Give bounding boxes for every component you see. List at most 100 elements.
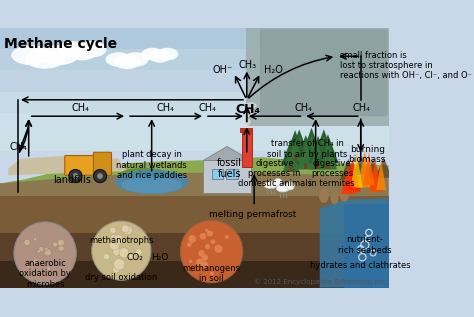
FancyBboxPatch shape — [0, 134, 389, 151]
Polygon shape — [286, 130, 304, 155]
Polygon shape — [295, 135, 317, 163]
Ellipse shape — [330, 192, 338, 204]
Polygon shape — [281, 139, 301, 165]
FancyBboxPatch shape — [0, 70, 389, 93]
Polygon shape — [376, 160, 386, 190]
Polygon shape — [288, 137, 303, 161]
FancyBboxPatch shape — [0, 113, 389, 135]
Circle shape — [111, 235, 116, 240]
Polygon shape — [353, 155, 369, 175]
Polygon shape — [317, 134, 338, 163]
Polygon shape — [365, 159, 381, 179]
Circle shape — [93, 170, 107, 183]
Polygon shape — [0, 157, 389, 288]
Text: plant decay in
natural wetlands
and rice paddies: plant decay in natural wetlands and rice… — [116, 151, 187, 180]
Polygon shape — [8, 155, 127, 175]
Circle shape — [187, 242, 191, 247]
Polygon shape — [375, 157, 392, 178]
FancyBboxPatch shape — [240, 128, 253, 133]
Circle shape — [198, 250, 205, 257]
FancyBboxPatch shape — [260, 29, 388, 116]
Ellipse shape — [149, 50, 171, 63]
FancyBboxPatch shape — [0, 92, 389, 114]
Circle shape — [57, 239, 64, 246]
Circle shape — [27, 265, 30, 268]
Circle shape — [69, 170, 82, 183]
Circle shape — [123, 226, 132, 235]
Text: dry soil oxidation: dry soil oxidation — [85, 273, 157, 282]
Circle shape — [113, 235, 123, 245]
Ellipse shape — [141, 48, 164, 60]
Ellipse shape — [77, 41, 107, 57]
FancyBboxPatch shape — [317, 163, 320, 170]
Circle shape — [210, 239, 215, 244]
Polygon shape — [350, 153, 363, 188]
Ellipse shape — [114, 55, 140, 69]
FancyBboxPatch shape — [290, 165, 292, 172]
Circle shape — [210, 272, 214, 275]
Ellipse shape — [67, 44, 97, 60]
Polygon shape — [0, 172, 389, 288]
Ellipse shape — [276, 184, 290, 192]
Circle shape — [188, 235, 196, 243]
FancyBboxPatch shape — [226, 169, 238, 178]
Circle shape — [286, 182, 294, 190]
Circle shape — [214, 245, 222, 253]
Text: anaerobic
oxidation by
microbes: anaerobic oxidation by microbes — [19, 259, 71, 288]
Polygon shape — [341, 165, 356, 194]
Text: methanotrophs: methanotrophs — [89, 236, 154, 245]
Polygon shape — [344, 159, 361, 191]
Polygon shape — [357, 151, 372, 188]
FancyBboxPatch shape — [293, 155, 297, 161]
Text: Methane cycle: Methane cycle — [4, 37, 117, 51]
Ellipse shape — [115, 170, 189, 194]
FancyBboxPatch shape — [65, 156, 108, 175]
Ellipse shape — [244, 110, 254, 117]
Polygon shape — [312, 129, 335, 160]
Ellipse shape — [25, 49, 65, 69]
Text: CH₄: CH₄ — [9, 141, 27, 152]
Circle shape — [53, 242, 58, 247]
Ellipse shape — [340, 188, 349, 202]
Circle shape — [109, 240, 119, 250]
Circle shape — [114, 259, 125, 270]
Ellipse shape — [245, 102, 256, 109]
Circle shape — [33, 259, 38, 264]
Ellipse shape — [119, 168, 168, 183]
FancyBboxPatch shape — [242, 130, 252, 167]
FancyBboxPatch shape — [203, 160, 251, 193]
Ellipse shape — [106, 52, 131, 67]
FancyBboxPatch shape — [322, 160, 326, 167]
Circle shape — [121, 225, 129, 233]
FancyBboxPatch shape — [310, 157, 313, 164]
Circle shape — [113, 266, 120, 273]
Circle shape — [205, 229, 209, 232]
Text: digestive
processes
in termites: digestive processes in termites — [309, 159, 355, 189]
Circle shape — [37, 250, 40, 253]
Text: hydrates and clathrates: hydrates and clathrates — [310, 261, 411, 270]
Circle shape — [201, 254, 208, 261]
Polygon shape — [290, 136, 309, 167]
Polygon shape — [369, 160, 382, 191]
Circle shape — [47, 266, 51, 270]
Polygon shape — [283, 146, 300, 172]
Circle shape — [119, 248, 129, 258]
Circle shape — [201, 262, 208, 268]
Polygon shape — [314, 136, 334, 167]
Circle shape — [33, 237, 37, 241]
Text: H₂O: H₂O — [264, 65, 283, 75]
Ellipse shape — [57, 41, 87, 57]
Circle shape — [274, 178, 282, 187]
Text: transfer of CH₄ in
soil to air by plants: transfer of CH₄ in soil to air by plants — [267, 139, 347, 159]
Ellipse shape — [319, 188, 329, 203]
Circle shape — [205, 244, 210, 249]
Ellipse shape — [123, 52, 149, 67]
Circle shape — [128, 252, 135, 260]
Text: CH₄: CH₄ — [235, 103, 260, 116]
Circle shape — [45, 247, 48, 251]
FancyBboxPatch shape — [326, 163, 329, 170]
Text: fossil
fuels: fossil fuels — [217, 158, 242, 179]
FancyBboxPatch shape — [344, 204, 389, 288]
Text: digestive
processes in
domestic animals: digestive processes in domestic animals — [237, 159, 311, 189]
Circle shape — [210, 231, 213, 235]
